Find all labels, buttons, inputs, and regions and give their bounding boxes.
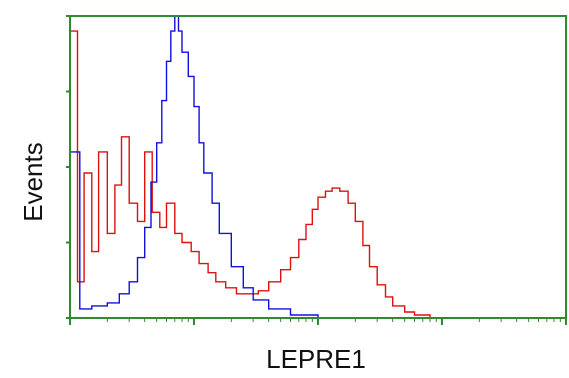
x-axis-label: LEPRE1 bbox=[266, 344, 366, 374]
series-line-1 bbox=[69, 30, 442, 319]
y-axis-label: Events bbox=[18, 142, 48, 222]
plot-area bbox=[66, 15, 567, 325]
